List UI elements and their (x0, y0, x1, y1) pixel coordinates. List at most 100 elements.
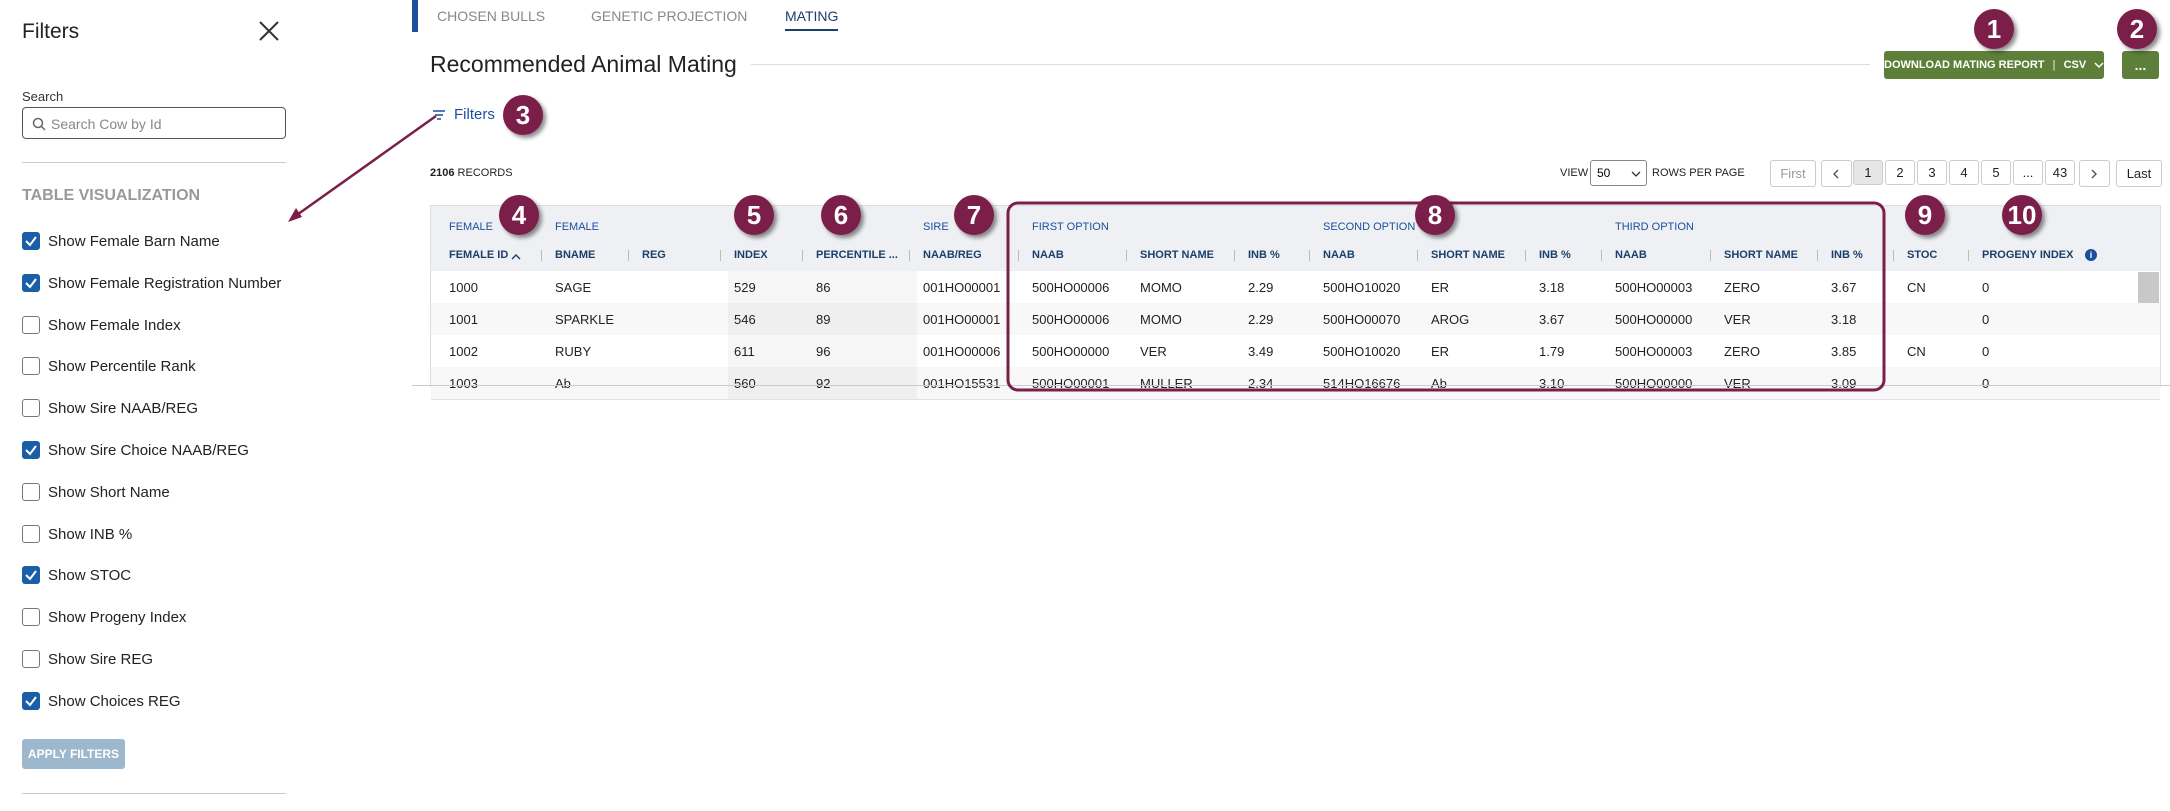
column-header[interactable]: PROGENY INDEX (1982, 249, 2074, 261)
chevron (1631, 171, 1641, 177)
table-cell: ER (1431, 344, 1450, 359)
checkbox[interactable] (22, 315, 40, 334)
apply-button[interactable]: APPLY FILTERS (22, 739, 125, 769)
column-header[interactable]: NAAB/REG (923, 249, 982, 261)
table-cell: 0 (1982, 280, 1990, 295)
more-button[interactable]: ... (2122, 51, 2159, 79)
table-cell: 529 (734, 280, 756, 295)
tab[interactable]: GENETIC PROJECTION (591, 8, 748, 24)
option-label[interactable]: Show Sire NAAB/REG (48, 400, 199, 418)
option-label[interactable]: Show Female Barn Name (48, 233, 220, 250)
table-cell: 3.10 (1539, 376, 1565, 391)
option-label[interactable]: Show Short Name (48, 483, 170, 501)
download-button[interactable]: DOWNLOAD MATING REPORT | CSV (1884, 51, 2104, 79)
column-divider (1309, 250, 1310, 261)
checkbox[interactable] (22, 482, 40, 501)
column-header[interactable]: SHORT NAME (1724, 249, 1798, 261)
option-label[interactable]: Show Progeny Index (48, 609, 187, 627)
tab-underline (785, 29, 838, 31)
table-cell: CN (1907, 280, 1926, 295)
download-label: DOWNLOAD MATING REPORT (1884, 58, 2045, 71)
next-button[interactable] (2079, 160, 2110, 187)
column-header[interactable]: INDEX (734, 249, 768, 261)
checkbox[interactable] (22, 273, 40, 292)
checkbox[interactable] (22, 441, 40, 459)
rows-select[interactable]: 50 (1590, 160, 1647, 186)
option-label[interactable]: Show INB % (48, 525, 133, 543)
tab[interactable]: MATING (785, 8, 839, 24)
prev-button[interactable] (1821, 160, 1852, 187)
info-icon[interactable]: i (2085, 249, 2097, 261)
checkbox[interactable] (22, 608, 40, 627)
checkbox[interactable] (22, 524, 40, 543)
column-header[interactable]: INB % (1539, 249, 1571, 261)
filters-link[interactable]: Filters (454, 106, 495, 123)
table-cell: 001HO00001 (923, 312, 1001, 327)
table-cell: 3.09 (1831, 376, 1857, 391)
chevron (2094, 62, 2104, 69)
table-cell: 560 (734, 376, 756, 391)
column-header[interactable]: NAAB (1323, 249, 1355, 261)
annotation-marker: 1 (1974, 9, 2014, 49)
option-label[interactable]: Show Female Index (48, 316, 181, 334)
table-cell: 1002 (449, 344, 478, 359)
option-label[interactable]: Show Sire Choice NAAB/REG (48, 442, 249, 459)
column-divider (1817, 250, 1818, 261)
option-label[interactable]: Show Percentile Rank (48, 358, 196, 376)
search-input[interactable]: Search Cow by Id (22, 107, 286, 139)
checkbox[interactable] (22, 399, 40, 418)
page-button[interactable]: 1 (1853, 160, 1883, 185)
column-header[interactable]: REG (642, 249, 666, 261)
column-header[interactable]: NAAB (1032, 249, 1064, 261)
close-icon[interactable] (258, 20, 280, 42)
column-header[interactable]: FEMALE ID (449, 249, 509, 261)
column-header[interactable]: INB % (1831, 249, 1863, 261)
table-cell: 96 (816, 344, 831, 359)
annotation-marker: 7 (954, 195, 994, 235)
table-cell: 3.49 (1248, 344, 1274, 359)
column-header[interactable]: NAAB (1615, 249, 1647, 261)
format-label: CSV (2063, 58, 2087, 71)
column-header[interactable]: STOC (1907, 249, 1938, 261)
page-button[interactable]: 4 (1949, 160, 1979, 185)
option-label[interactable]: Show Female Registration Number (48, 274, 282, 292)
page-title: Recommended Animal Mating (430, 53, 751, 76)
checkbox[interactable] (22, 357, 40, 376)
table-cell: 92 (816, 376, 831, 391)
option-label[interactable]: Show Choices REG (48, 692, 181, 710)
rows-label: ROWS PER PAGE (1652, 167, 1745, 179)
column-header[interactable]: SHORT NAME (1431, 249, 1505, 261)
checkbox[interactable] (22, 232, 40, 250)
group-header: FEMALE (449, 221, 494, 233)
check-mark (25, 236, 37, 247)
annotation-marker: 2 (2117, 9, 2157, 49)
page-button[interactable]: 43 (2045, 160, 2075, 185)
records-label: RECORDS (457, 167, 513, 179)
column-divider (802, 250, 803, 261)
column-header[interactable]: SHORT NAME (1140, 249, 1214, 261)
first-button[interactable]: First (1770, 160, 1816, 187)
table-cell: 3.67 (1831, 280, 1857, 295)
column-header[interactable]: BNAME (555, 249, 596, 261)
check-mark (25, 278, 37, 289)
page-button[interactable]: 3 (1917, 160, 1947, 185)
table-cell: 500HO00003 (1615, 280, 1693, 295)
column-divider (1417, 250, 1418, 261)
checkbox[interactable] (22, 650, 40, 668)
tab[interactable]: CHOSEN BULLS (437, 8, 546, 24)
column-header[interactable]: PERCENTILE ... (816, 249, 898, 261)
column-header[interactable]: INB % (1248, 249, 1280, 261)
page-button[interactable]: ... (2013, 160, 2043, 185)
chevron (2091, 169, 2097, 179)
page-button[interactable]: 2 (1885, 160, 1915, 185)
option-label[interactable]: Show Sire REG (48, 651, 154, 668)
checkbox[interactable] (22, 566, 40, 585)
page-button[interactable]: 5 (1981, 160, 2011, 185)
checkbox[interactable] (22, 691, 40, 710)
table-row (431, 271, 2160, 304)
check-mark (25, 696, 37, 707)
option-label[interactable]: Show STOC (48, 567, 132, 585)
last-button[interactable]: Last (2116, 160, 2162, 187)
annotation-marker: 10 (2002, 195, 2042, 235)
sort-icon[interactable] (511, 250, 521, 266)
